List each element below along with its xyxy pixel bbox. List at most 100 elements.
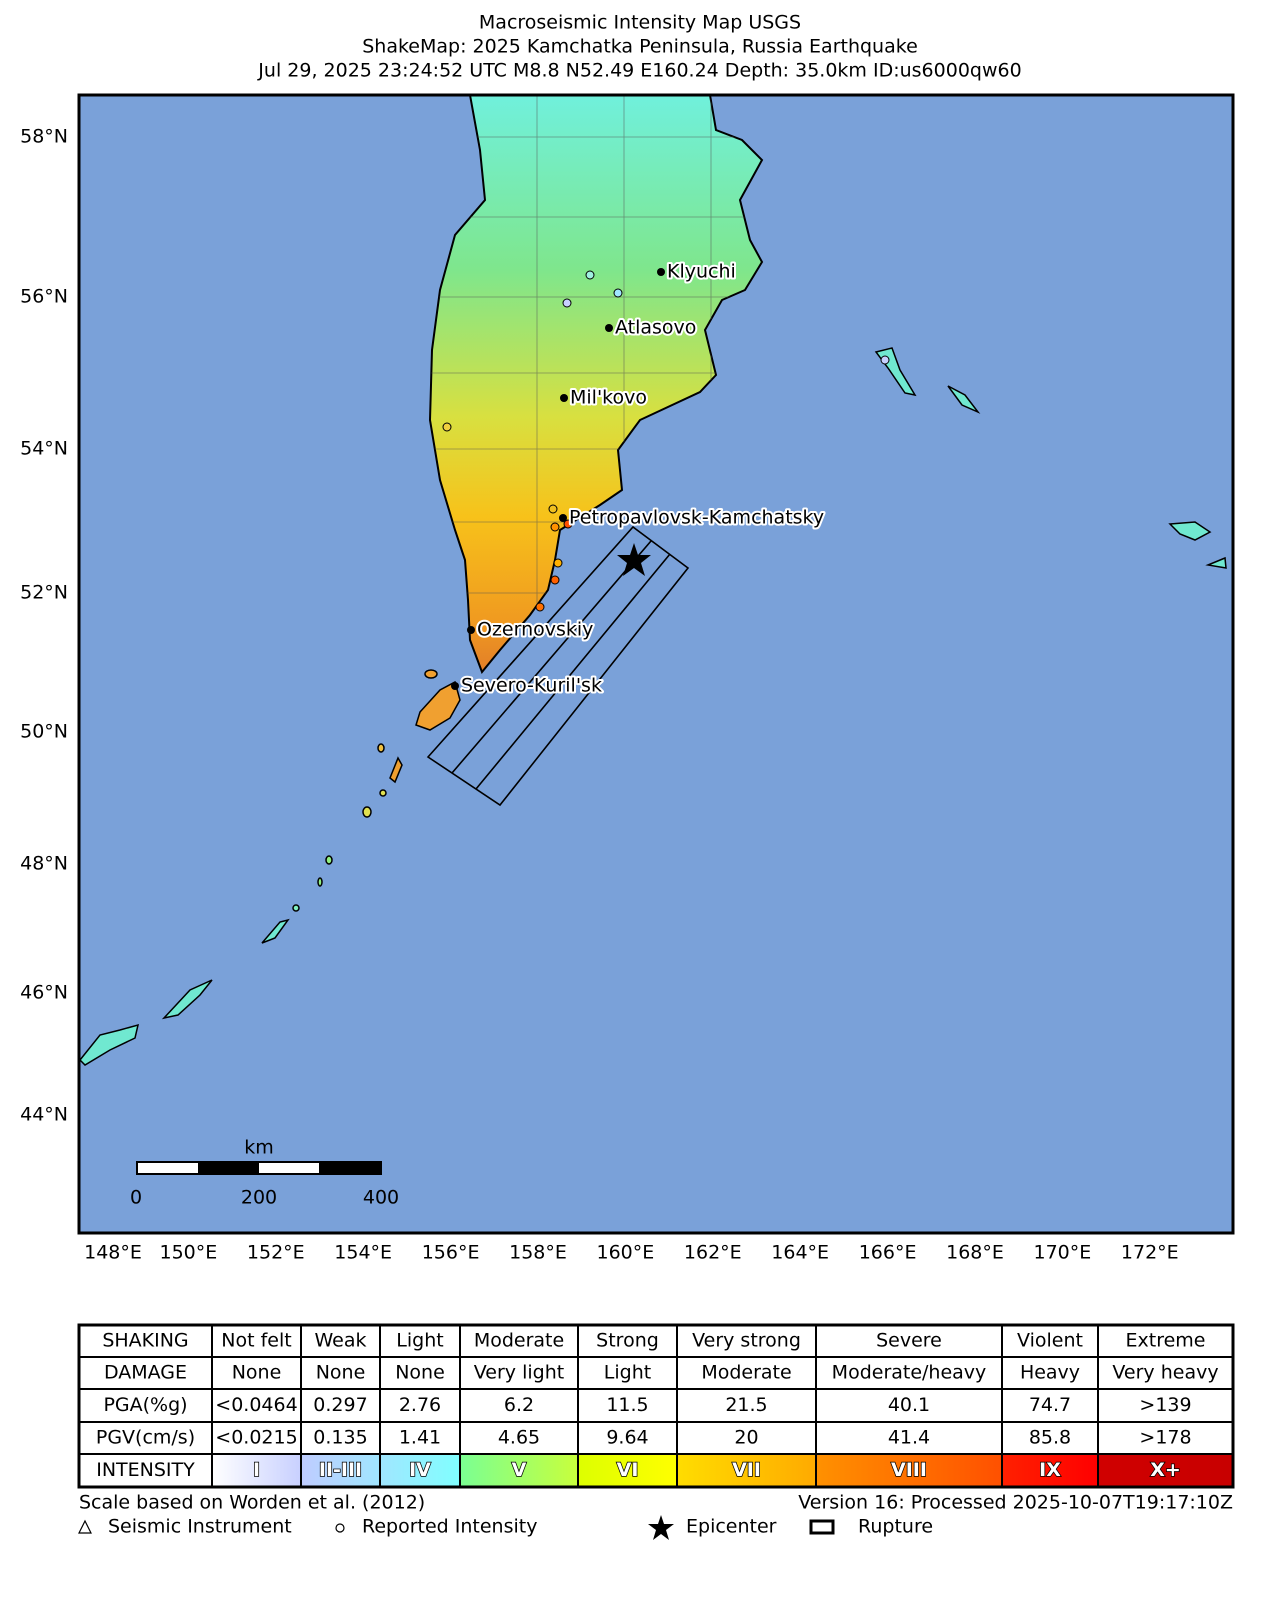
table-text: 4.65 bbox=[498, 1427, 540, 1449]
rupture-symbol bbox=[809, 1519, 835, 1535]
table-cell bbox=[1001, 1453, 1099, 1488]
subtitle: ShakeMap: 2025 Kamchatka Peninsula, Russ… bbox=[362, 36, 918, 58]
table-text: <0.0215 bbox=[215, 1427, 297, 1449]
lat-label: 46°N bbox=[20, 982, 68, 1004]
table-text: >178 bbox=[1139, 1427, 1191, 1449]
lon-label: 166°E bbox=[859, 1242, 917, 1264]
cities: Klyuchi Atlasovo Mil'kovo Petropavlovsk-Kam… bbox=[451, 259, 826, 699]
city-label: Ozernovskiy bbox=[477, 619, 593, 641]
table-text: 6.2 bbox=[504, 1394, 534, 1416]
table-text: Moderate/heavy bbox=[832, 1362, 987, 1384]
city-label: Klyuchi bbox=[667, 261, 736, 283]
lon-label: 168°E bbox=[946, 1242, 1004, 1264]
table-text: 41.4 bbox=[888, 1427, 930, 1449]
table-text: None bbox=[395, 1362, 445, 1384]
intensity-label: X+ bbox=[1150, 1459, 1181, 1481]
city-dot bbox=[467, 626, 475, 634]
table-border bbox=[77, 1323, 1235, 1489]
lon-label: 158°E bbox=[509, 1242, 567, 1264]
instrument-symbol bbox=[78, 1519, 92, 1534]
table-text: 11.5 bbox=[606, 1394, 648, 1416]
table-text: 9.64 bbox=[606, 1427, 648, 1449]
intensity-symbol bbox=[335, 1523, 345, 1533]
lat-label: 54°N bbox=[20, 438, 68, 460]
epicenter bbox=[617, 543, 651, 576]
table-text: SHAKING bbox=[102, 1330, 188, 1352]
legend-table: SHAKING Not felt Weak Light Moderate Strong Ve… bbox=[77, 1323, 1235, 1489]
lon-label: 170°E bbox=[1034, 1242, 1092, 1264]
table-text: Heavy bbox=[1020, 1362, 1080, 1384]
lat-label: 48°N bbox=[20, 853, 68, 875]
table-text: <0.0464 bbox=[215, 1394, 297, 1416]
city-label: Atlasovo bbox=[615, 317, 696, 339]
lon-label: 148°E bbox=[84, 1242, 142, 1264]
table-text: 20 bbox=[734, 1427, 758, 1449]
lat-label: 52°N bbox=[20, 582, 68, 604]
table-text: >139 bbox=[1139, 1394, 1191, 1416]
epicenter-symbol bbox=[648, 1515, 674, 1540]
table-cell bbox=[1097, 1421, 1234, 1455]
version: Version 16: Processed 2025-10-07T19:17:1… bbox=[798, 1492, 1233, 1514]
intensity-label: IX bbox=[1039, 1459, 1061, 1481]
lon-label: 154°E bbox=[334, 1242, 392, 1264]
scale-label: 400 bbox=[363, 1187, 399, 1209]
intensity-label: VIII bbox=[891, 1459, 927, 1481]
city-dot bbox=[559, 514, 567, 522]
intensity-label: V bbox=[512, 1459, 527, 1481]
table-text: 0.135 bbox=[313, 1427, 367, 1449]
table-text: Weak bbox=[314, 1330, 366, 1352]
table-text: 21.5 bbox=[725, 1394, 767, 1416]
legend-item: Epicenter bbox=[686, 1516, 777, 1538]
table-text: Very strong bbox=[692, 1330, 801, 1352]
scale-unit: km bbox=[244, 1137, 274, 1159]
table-cell bbox=[815, 1421, 1003, 1455]
table-cell bbox=[459, 1388, 579, 1423]
table-cell bbox=[577, 1453, 678, 1488]
table-cell bbox=[211, 1388, 302, 1423]
map: Klyuchi Atlasovo Mil'kovo Petropavlovsk-Kam… bbox=[79, 95, 1233, 1233]
table-cell bbox=[459, 1421, 579, 1455]
lat-label: 56°N bbox=[20, 286, 68, 308]
city-dot bbox=[560, 394, 568, 402]
table-text: 85.8 bbox=[1029, 1427, 1071, 1449]
table-text: Severe bbox=[876, 1330, 942, 1352]
table-text: 40.1 bbox=[888, 1394, 930, 1416]
table-cell bbox=[379, 1388, 461, 1423]
table-text: Not felt bbox=[221, 1330, 291, 1352]
lat-label: 58°N bbox=[20, 126, 68, 148]
lon-label: 162°E bbox=[684, 1242, 742, 1264]
lon-label: 164°E bbox=[771, 1242, 829, 1264]
table-text: INTENSITY bbox=[96, 1459, 195, 1481]
table-text: 2.76 bbox=[399, 1394, 441, 1416]
table-text: 74.7 bbox=[1029, 1394, 1071, 1416]
intensity-label: I bbox=[253, 1459, 260, 1481]
table-text: Light bbox=[396, 1330, 443, 1352]
intensity-label: VI bbox=[617, 1459, 639, 1481]
table-text: DAMAGE bbox=[104, 1362, 187, 1384]
lon-label: 150°E bbox=[160, 1242, 218, 1264]
table-cell bbox=[1097, 1356, 1234, 1390]
islands bbox=[79, 347, 1227, 1066]
legend-item: Seismic Instrument bbox=[108, 1516, 292, 1538]
reported-intensity bbox=[442, 270, 890, 612]
table-text: PGA(%g) bbox=[103, 1394, 187, 1416]
details: Jul 29, 2025 23:24:52 UTC M8.8 N52.49 E1… bbox=[257, 60, 1021, 82]
lon-labels: 148°E 150°E 152°E 154°E 156°E 158°E 160°E 162°E… bbox=[84, 1242, 1179, 1264]
map-frame bbox=[77, 93, 1235, 1235]
table-cell bbox=[300, 1453, 381, 1488]
table-text: 1.41 bbox=[399, 1427, 441, 1449]
scale-label: 200 bbox=[241, 1187, 277, 1209]
scale-label: 0 bbox=[130, 1187, 142, 1209]
city-label: Mil'kovo bbox=[570, 387, 647, 409]
city-dot bbox=[605, 324, 613, 332]
table-cell bbox=[211, 1421, 302, 1455]
table-text: Strong bbox=[596, 1330, 659, 1352]
legend-item: Rupture bbox=[858, 1516, 933, 1538]
lon-label: 172°E bbox=[1121, 1242, 1179, 1264]
table-text: None bbox=[232, 1362, 282, 1384]
intensity-label: IV bbox=[409, 1459, 431, 1481]
lat-labels: 58°N 56°N 54°N 52°N 50°N 48°N 46°N 44°N bbox=[20, 126, 68, 1126]
title: Macroseismic Intensity Map USGS bbox=[479, 12, 801, 34]
table-cell bbox=[676, 1356, 817, 1390]
